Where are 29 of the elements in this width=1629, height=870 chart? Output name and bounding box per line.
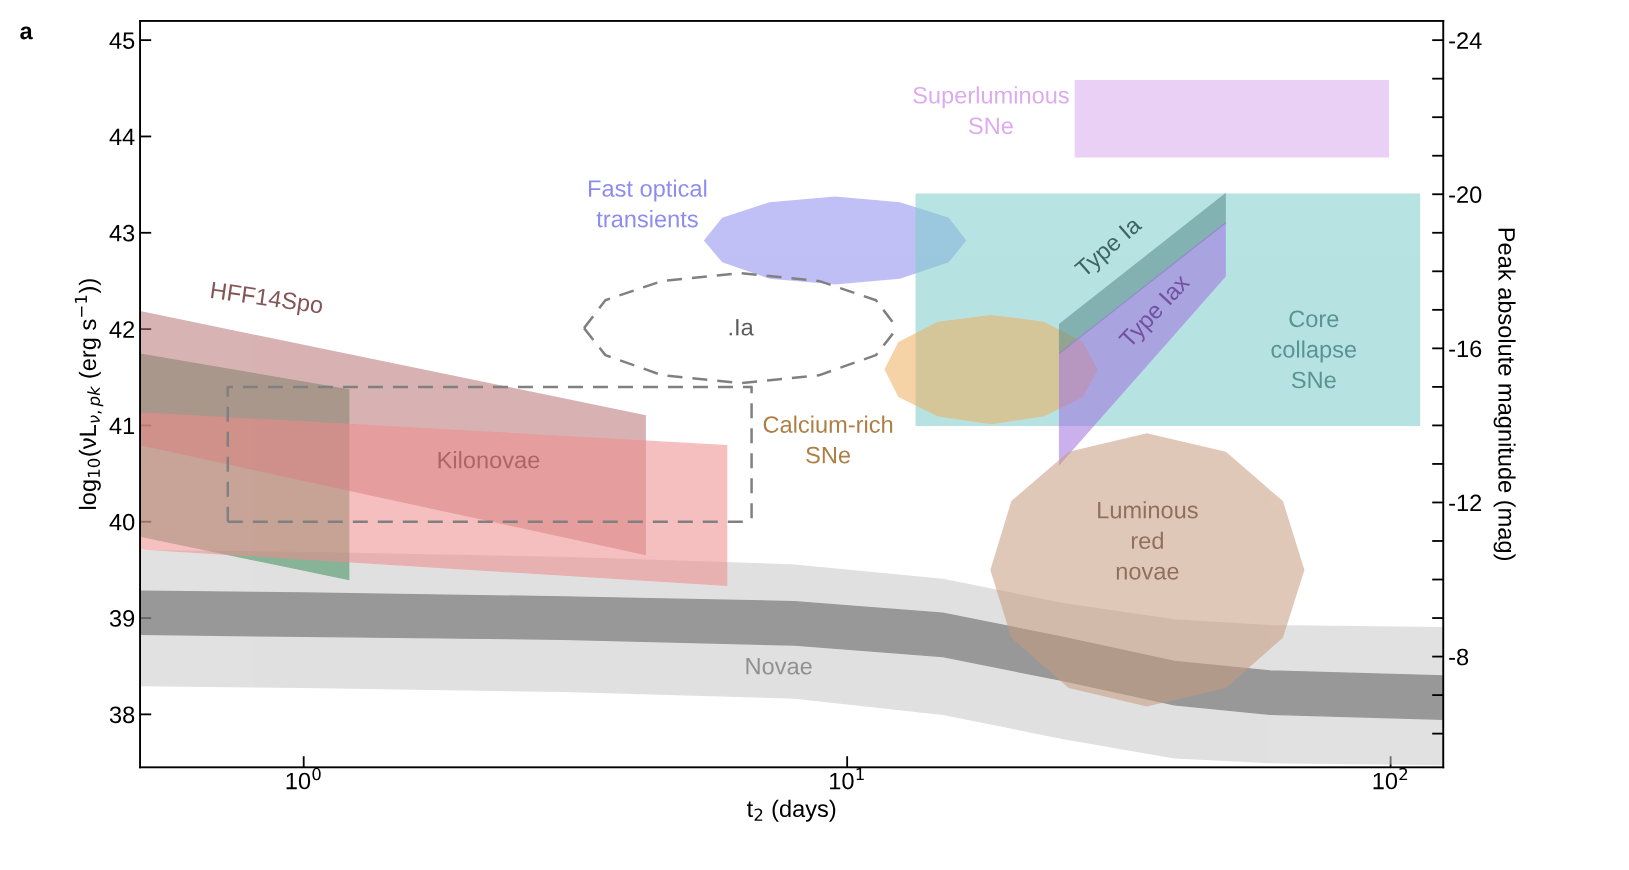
y2-tick-label: -12 bbox=[1449, 494, 1482, 512]
y-tick-label: 44 bbox=[109, 128, 135, 146]
series-label: Kilonovae bbox=[438, 451, 540, 469]
series-label: Calcium-rich SNe bbox=[763, 415, 893, 464]
y-tick-label: 38 bbox=[109, 706, 135, 724]
y-axis-title: log$_{10}$(νL$_{ν,pk}$ (erg s$^{−1}$)) bbox=[74, 279, 104, 509]
y2-tick-label: -24 bbox=[1449, 32, 1482, 49]
series-label: Novae bbox=[746, 658, 812, 675]
series-label: Fast optical transients bbox=[589, 179, 707, 228]
x-tick-label: 10$^{0}$ bbox=[286, 767, 321, 790]
y-tick-label: 41 bbox=[109, 417, 135, 434]
y-tick-label: 40 bbox=[109, 513, 135, 531]
y-tick-label: 42 bbox=[109, 321, 135, 338]
y2-axis-title: Peak absolute magnitude (mag) bbox=[1493, 228, 1516, 560]
y2-tick-label: -20 bbox=[1449, 186, 1482, 204]
series-label: Luminous red novae bbox=[1098, 501, 1198, 580]
x-tick-label: 10$^{1}$ bbox=[830, 768, 864, 790]
y-tick-label: 43 bbox=[109, 224, 135, 242]
x-axis-title: t$_{2}$ (days) bbox=[746, 799, 836, 822]
y2-tick-label: -16 bbox=[1449, 340, 1482, 358]
y-tick-label: 45 bbox=[109, 32, 135, 49]
series-label: Core collapse SNe bbox=[1271, 310, 1357, 389]
series-label: Superluminous SNe bbox=[913, 86, 1069, 135]
y2-tick-label: -8 bbox=[1449, 648, 1469, 666]
x-tick-label: 10$^{2}$ bbox=[1373, 767, 1408, 790]
y-tick-label: 39 bbox=[109, 610, 135, 627]
text: HFF14Spo bbox=[210, 281, 324, 319]
series-label: .Ia bbox=[729, 319, 754, 336]
text: a bbox=[20, 26, 33, 40]
